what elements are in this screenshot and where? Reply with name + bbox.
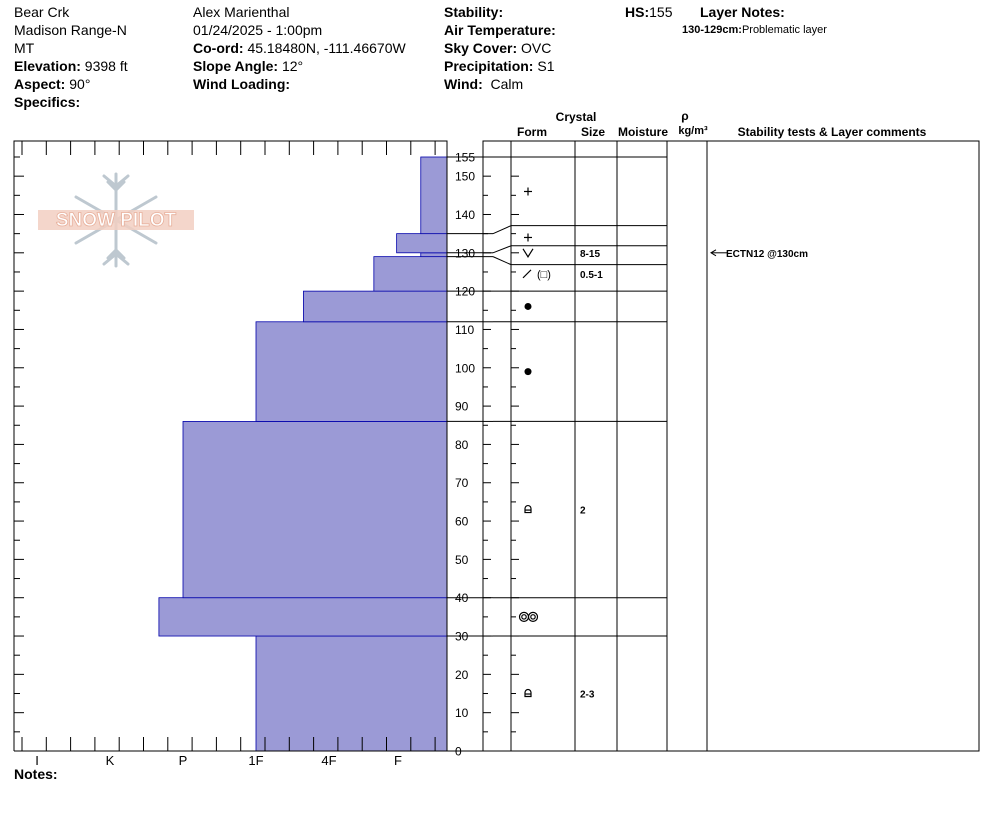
air-temperature: Air Temperature: (444, 22, 556, 38)
arch (524, 505, 532, 514)
hardness-bar (420, 156, 448, 235)
depth-tick-label: 50 (455, 553, 469, 567)
test-arrow-head (710, 249, 717, 257)
header-form: Form (517, 125, 547, 139)
hardness-label: 4F (321, 753, 336, 768)
grain-size: 2-3 (580, 690, 595, 701)
snowpilot-logo: SNOW PILOT (38, 172, 194, 268)
precip-particles-symbol (524, 233, 532, 242)
hardness-label: F (394, 753, 402, 768)
layer-note: 130-129cm:Problematic layer (682, 24, 827, 36)
melt-forms-symbol (518, 611, 539, 622)
notes-label: Notes: (14, 766, 58, 782)
boundary-leader (492, 245, 512, 254)
stability: Stability: (444, 4, 504, 20)
rounding-facets-symbol (524, 505, 532, 514)
range: Madison Range-N (14, 22, 127, 38)
slope-angle: Slope Angle: 12° (193, 58, 304, 74)
slash (522, 269, 532, 279)
hardness-label: K (106, 753, 115, 768)
ring-a (518, 611, 530, 622)
ring-a-in (521, 614, 527, 620)
wind-loading: Wind Loading: (193, 76, 291, 92)
aspect: Aspect: 90° (14, 76, 91, 92)
header-size: Size (581, 125, 605, 139)
layer-table-frame (482, 140, 980, 752)
hardness-bar (420, 252, 448, 258)
boundary-leader (492, 256, 512, 266)
header-moisture: Moisture (618, 125, 668, 139)
grain-size: 8-15 (580, 249, 600, 260)
ring-b-in (530, 614, 536, 620)
grain-size: 2 (580, 506, 586, 517)
header-col2: Alex Marienthal 01/24/2025 - 1:00pm Co-o… (193, 3, 406, 93)
hs: HS:155 (625, 4, 673, 20)
datetime: 01/24/2025 - 1:00pm (193, 22, 323, 38)
rounding-facets-symbol (524, 688, 532, 698)
header-col1: Bear Crk Madison Range-N MT Elevation: 9… (14, 3, 128, 111)
hardness-label: I (35, 753, 39, 768)
header-col3: Stability: Air Temperature: Sky Cover: O… (444, 3, 556, 93)
layer-notes-label: Layer Notes: (700, 4, 785, 20)
state: MT (14, 40, 35, 56)
surface-hoar-symbol (522, 248, 534, 258)
hardness-bar (182, 421, 448, 599)
depth-tick-label: 100 (455, 361, 475, 375)
depth-tick-label: 90 (455, 400, 469, 414)
svg-text:SNOW PILOT: SNOW PILOT (56, 210, 177, 231)
grain-size: 0.5-1 (580, 270, 603, 281)
hardness-bar (255, 635, 448, 752)
arch (524, 688, 532, 698)
coordinates: Co-ord: 45.18480N, -111.46670W (193, 40, 406, 56)
hardness-bar (396, 233, 448, 254)
paren-square: (□) (537, 269, 551, 281)
decomposing-facets-symbol: (□) (522, 269, 551, 281)
depth-tick-label: 10 (455, 706, 469, 720)
header-crystal: Crystal (556, 110, 597, 124)
precip-particles-symbol (524, 187, 532, 196)
v-mark (522, 248, 534, 258)
depth-tick-label: 150 (455, 170, 475, 184)
depth-tick-label: 60 (455, 515, 469, 529)
rounds-symbol (524, 368, 532, 376)
depth-tick-label: 140 (455, 208, 475, 222)
observer: Alex Marienthal (193, 4, 290, 20)
header-density-unit: kg/m³ (678, 125, 708, 137)
specifics: Specifics: (14, 94, 81, 110)
hardness-bar (158, 597, 448, 637)
ring-b (527, 611, 539, 622)
depth-tick-label: 70 (455, 476, 469, 490)
rounds-symbol (524, 302, 532, 310)
location: Bear Crk (14, 4, 70, 20)
boundary-leader (492, 225, 512, 235)
hardness-bar (303, 290, 448, 323)
sky-cover: Sky Cover: OVC (444, 40, 552, 56)
stability-test-label: ECTN12 @130cm (726, 249, 808, 260)
precipitation: Precipitation: S1 (444, 58, 555, 74)
dot (524, 368, 532, 376)
elevation: Elevation: 9398 ft (14, 58, 128, 74)
dot (524, 302, 532, 310)
wind: Wind: Calm (444, 76, 524, 92)
hardness-label: P (179, 753, 188, 768)
header-rho: ρ (681, 109, 688, 123)
hardness-label: 1F (248, 753, 263, 768)
header-stability-comments: Stability tests & Layer comments (738, 125, 927, 139)
depth-tick-label: 20 (455, 668, 469, 682)
hardness-frame (13, 140, 448, 752)
hardness-bar (373, 256, 448, 292)
hardness-bar (255, 321, 448, 422)
depth-tick-label: 110 (455, 323, 474, 337)
depth-tick-label: 80 (455, 438, 469, 452)
